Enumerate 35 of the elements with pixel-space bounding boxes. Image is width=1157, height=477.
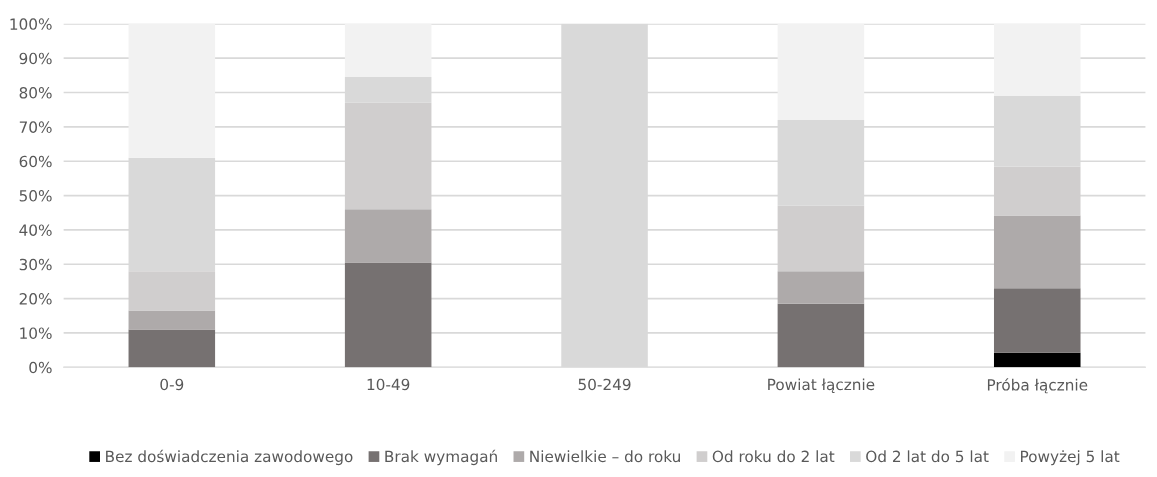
y-tick-label: 0% [29,361,52,374]
y-tick-label: 30% [19,258,52,271]
bar [128,23,216,158]
legend-label: Powyżej 5 lat [1021,450,1120,466]
y-tick-label: 80% [19,87,52,99]
bar [777,303,865,368]
y-tick-label: 50% [19,190,52,202]
legend-label: Niewielkie – do roku [530,450,680,463]
bar [344,23,432,78]
y-tick-label: 40% [19,224,52,236]
x-tick-label: 50-249 [578,378,631,391]
y-tick-label: 90% [19,52,52,65]
bar [993,23,1081,96]
bar [777,23,865,121]
x-tick-label: Próba łącznie [987,378,1088,394]
y-tick-label: 70% [19,121,52,133]
bar [344,209,432,263]
bar [993,288,1081,353]
legend-label: Od 2 lat do 5 lat [866,450,989,463]
legend-label: Od roku do 2 lat [712,450,835,463]
y-tick-label: 10% [20,327,52,339]
y-tick-label: 100% [10,18,52,30]
bar [344,262,432,368]
legend-label: Bez doświadczenia zawodowego [106,449,353,466]
bar [993,352,1081,368]
y-tick-label: 20% [19,293,52,305]
legend-label: Brak wymagań [385,449,497,466]
y-tick-label: 60% [19,155,52,168]
x-tick-label: 0-9 [160,378,184,391]
x-tick-label: Powiat łącznie [768,378,875,393]
bar [777,271,865,304]
bar [128,310,216,330]
bar [993,215,1081,289]
x-tick-label: 10-49 [367,378,410,391]
bar [128,329,216,368]
